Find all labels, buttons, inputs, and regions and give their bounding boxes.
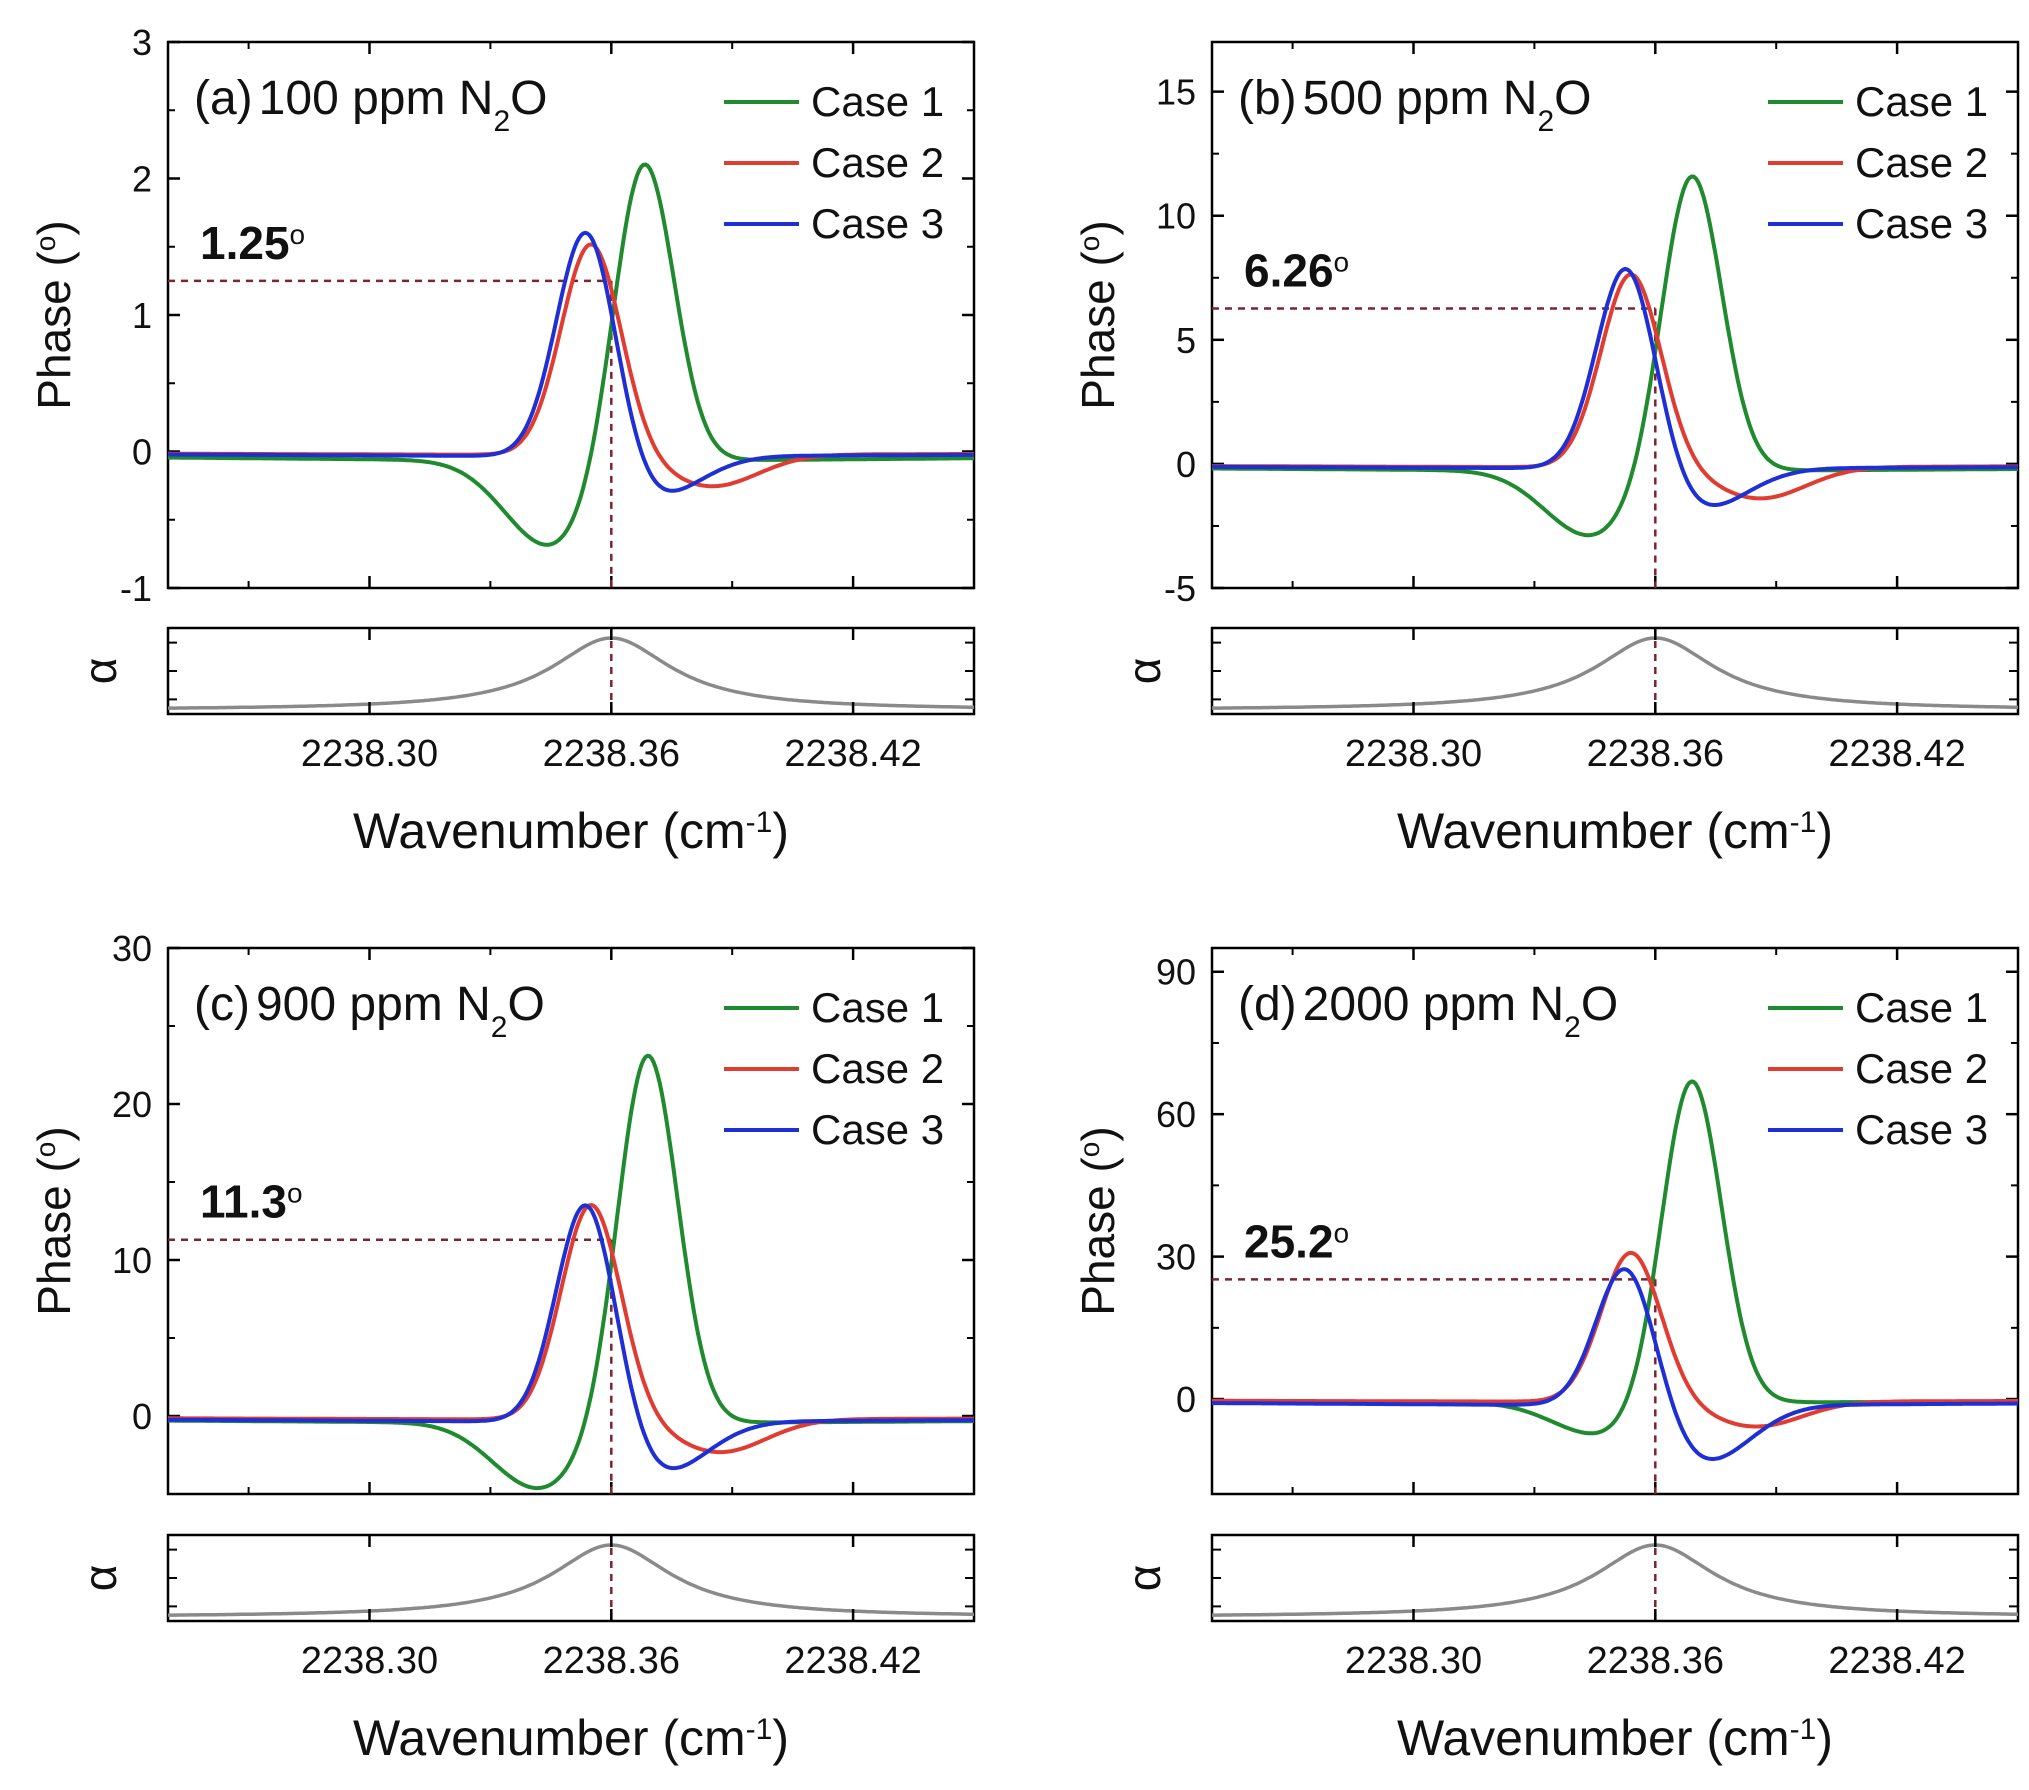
y-tick-label: 15	[1156, 72, 1196, 113]
x-tick-label: 2238.36	[543, 733, 680, 775]
alpha-axis-label: α	[74, 658, 126, 685]
phase-plot-frame	[1210, 946, 2020, 1496]
x-axis-label: Wavenumber (cm-1)	[353, 803, 789, 859]
panel-title: (b) 500 ppm N2O	[1238, 72, 1592, 138]
series-line-case-3	[1212, 1267, 2018, 1461]
legend-label-case-1: Case 1	[811, 78, 944, 125]
y-tick-label: 0	[1176, 444, 1196, 485]
y-tick-label: 0	[132, 432, 152, 473]
legend-label-case-2: Case 2	[1855, 1045, 1988, 1092]
x-tick-label: 2238.42	[784, 733, 921, 775]
x-axis-label: Wavenumber (cm-1)	[1397, 803, 1833, 859]
panel-b: -5 0 5 10 15 Phase (o) (b) 500 ppm N2O 6.26o Case…	[1072, 40, 2020, 859]
legend-label-case-2: Case 2	[811, 1045, 944, 1092]
alpha-absorption-line	[168, 636, 974, 710]
legend-label-case-3: Case 3	[811, 200, 944, 247]
alpha-plot-frame	[1210, 1533, 2020, 1623]
alpha-plot-frame	[166, 626, 976, 716]
y-axis-label: Phase (o)	[28, 220, 80, 409]
y-tick-label: 2	[132, 159, 152, 200]
y-tick-label: 0	[1176, 1379, 1196, 1420]
x-tick-label: 2238.36	[1587, 733, 1724, 775]
legend: Case 1 Case 2 Case 3	[1768, 78, 1988, 247]
alpha-absorption-line	[1212, 1543, 2018, 1617]
x-axis-label: Wavenumber (cm-1)	[353, 1710, 789, 1766]
alpha-axis-label: α	[1118, 658, 1170, 685]
x-tick-label: 2238.36	[543, 1640, 680, 1682]
y-axis-label: Phase (o)	[28, 1126, 80, 1315]
x-tick-label: 2238.30	[1345, 733, 1482, 775]
x-tick-label: 2238.42	[1828, 733, 1965, 775]
series-line-case-2	[1212, 1250, 2018, 1429]
series-line-case-3	[168, 1203, 974, 1471]
legend-label-case-3: Case 3	[811, 1106, 944, 1153]
panel-title: (c) 900 ppm N2O	[194, 978, 545, 1044]
series-group	[168, 162, 974, 547]
panel-d: 0 30 60 90 Phase (o) (d) 2000 ppm N2O 25.2o Case…	[1072, 946, 2020, 1766]
legend-label-case-2: Case 2	[811, 139, 944, 186]
series-line-case-2	[168, 1202, 974, 1455]
alpha-absorption-line	[1212, 636, 2018, 710]
y-tick-label: 60	[1156, 1094, 1196, 1135]
y-tick-label: 30	[112, 928, 152, 969]
y-tick-label: 20	[112, 1084, 152, 1125]
x-tick-label: 2238.36	[1587, 1640, 1724, 1682]
y-tick-label: 1	[132, 295, 152, 336]
legend: Case 1 Case 2 Case 3	[1768, 984, 1988, 1153]
legend-label-case-1: Case 1	[1855, 78, 1988, 125]
x-tick-label: 2238.30	[1345, 1640, 1482, 1682]
alpha-plot-frame	[1210, 626, 2020, 716]
y-axis-label: Phase (o)	[1072, 1126, 1124, 1315]
phase-plot-frame	[166, 946, 976, 1496]
y-tick-label: 3	[132, 22, 152, 63]
series-group	[1212, 174, 2018, 538]
legend-label-case-1: Case 1	[811, 984, 944, 1031]
panel-title: (d) 2000 ppm N2O	[1238, 978, 1618, 1044]
y-tick-label: 30	[1156, 1237, 1196, 1278]
panel-c: 0 10 20 30 Phase (o) (c) 900 ppm N2O 11.3o Case …	[28, 928, 976, 1766]
alpha-plot-frame	[166, 1533, 976, 1623]
y-tick-label: 0	[132, 1396, 152, 1437]
series-line-case-1	[168, 162, 974, 547]
alpha-axis-label: α	[1118, 1565, 1170, 1592]
crossing-annotation: 25.2o	[1244, 1215, 1349, 1267]
legend: Case 1 Case 2 Case 3	[724, 78, 944, 247]
x-tick-label: 2238.30	[301, 733, 438, 775]
y-tick-label: -5	[1164, 568, 1196, 609]
series-line-case-3	[168, 230, 974, 493]
legend-label-case-3: Case 3	[1855, 1106, 1988, 1153]
y-tick-label: 5	[1176, 320, 1196, 361]
phase-plot-frame	[1210, 40, 2020, 590]
x-tick-label: 2238.42	[1828, 1640, 1965, 1682]
series-group	[168, 1053, 974, 1491]
legend: Case 1 Case 2 Case 3	[724, 984, 944, 1153]
y-tick-label: -1	[120, 568, 152, 609]
y-tick-label: 10	[112, 1240, 152, 1281]
alpha-axis-label: α	[74, 1565, 126, 1592]
y-tick-label: 10	[1156, 196, 1196, 237]
crossing-annotation: 11.3o	[200, 1176, 303, 1228]
crossing-annotation: 1.25o	[200, 217, 305, 269]
y-tick-label: 90	[1156, 952, 1196, 993]
legend-label-case-2: Case 2	[1855, 139, 1988, 186]
legend-label-case-1: Case 1	[1855, 984, 1988, 1031]
x-axis-label: Wavenumber (cm-1)	[1397, 1710, 1833, 1766]
legend-label-case-3: Case 3	[1855, 200, 1988, 247]
panel-a: -1 0 1 2 3 Phase (o) (a) 100 ppm N2O 1.25o Case 1…	[28, 22, 976, 859]
alpha-absorption-line	[168, 1543, 974, 1617]
series-group	[1212, 1079, 2018, 1461]
series-line-case-3	[1212, 266, 2018, 507]
crossing-annotation: 6.26o	[1244, 245, 1349, 297]
x-tick-label: 2238.30	[301, 1640, 438, 1682]
x-tick-label: 2238.42	[784, 1640, 921, 1682]
panel-title: (a) 100 ppm N2O	[194, 72, 548, 138]
y-axis-label: Phase (o)	[1072, 220, 1124, 409]
